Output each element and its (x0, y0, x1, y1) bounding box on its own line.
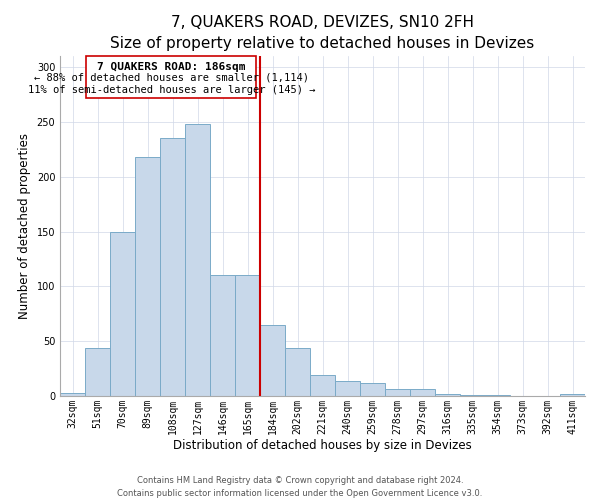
Bar (185, 124, 210, 396)
Bar (435, 394, 460, 396)
Bar (410, 390, 435, 396)
FancyBboxPatch shape (86, 56, 256, 98)
Bar (60, 392, 85, 396)
Bar (460, 395, 485, 396)
Bar (135, 157, 160, 396)
Bar (385, 390, 410, 396)
Bar (560, 394, 585, 396)
X-axis label: Distribution of detached houses by size in Devizes: Distribution of detached houses by size … (173, 440, 472, 452)
Title: 7, QUAKERS ROAD, DEVIZES, SN10 2FH
Size of property relative to detached houses : 7, QUAKERS ROAD, DEVIZES, SN10 2FH Size … (110, 15, 535, 51)
Bar (160, 138, 185, 396)
Bar (85, 348, 110, 396)
Bar (360, 383, 385, 396)
Y-axis label: Number of detached properties: Number of detached properties (18, 133, 31, 319)
Bar (285, 348, 310, 396)
Bar (260, 324, 285, 396)
Text: 7 QUAKERS ROAD: 186sqm: 7 QUAKERS ROAD: 186sqm (97, 62, 245, 72)
Bar (110, 232, 135, 396)
Text: ← 88% of detached houses are smaller (1,114): ← 88% of detached houses are smaller (1,… (34, 73, 309, 83)
Bar (485, 395, 510, 396)
Text: Contains HM Land Registry data © Crown copyright and database right 2024.
Contai: Contains HM Land Registry data © Crown c… (118, 476, 482, 498)
Bar (335, 380, 360, 396)
Text: 11% of semi-detached houses are larger (145) →: 11% of semi-detached houses are larger (… (28, 85, 315, 95)
Bar (235, 276, 260, 396)
Bar (310, 375, 335, 396)
Bar (210, 276, 235, 396)
